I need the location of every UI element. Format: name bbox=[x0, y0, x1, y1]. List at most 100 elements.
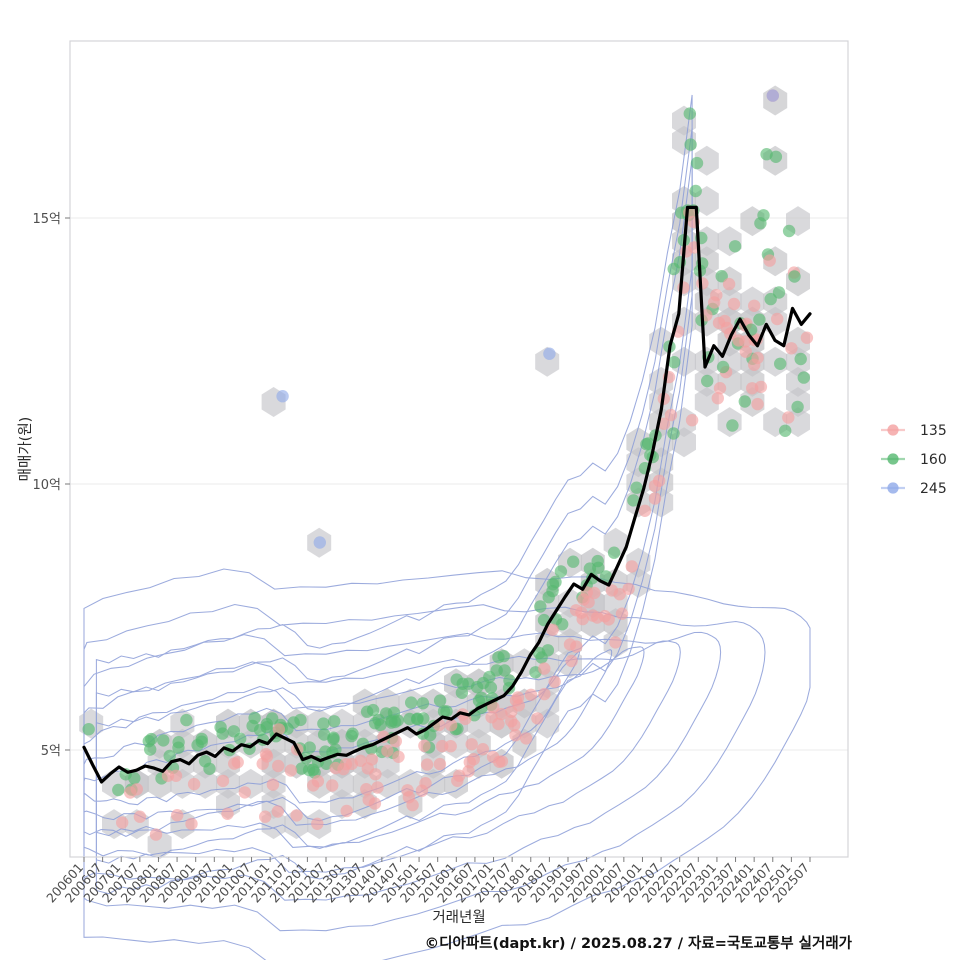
scatter-point-outlier bbox=[732, 334, 745, 347]
scatter-point-135 bbox=[365, 753, 379, 766]
scatter-point-160 bbox=[498, 664, 511, 677]
scatter-point-160 bbox=[433, 694, 447, 707]
scatter-point-135 bbox=[272, 759, 285, 773]
scatter-point-160 bbox=[227, 725, 240, 738]
scatter-point-135 bbox=[563, 638, 577, 651]
scatter-point-135 bbox=[609, 636, 622, 649]
median-trend-line bbox=[82, 205, 812, 784]
scatter-point-135 bbox=[465, 738, 478, 751]
scatter-point-135 bbox=[326, 779, 339, 792]
scatter-point-135 bbox=[531, 712, 544, 725]
scatter-point-outlier bbox=[738, 395, 751, 408]
scatter-point-135 bbox=[485, 711, 498, 724]
scatter-point-135 bbox=[696, 277, 709, 290]
scatter-point-outlier bbox=[763, 254, 776, 267]
legend[interactable]: 135 160 245 bbox=[881, 423, 947, 497]
scatter-point-135 bbox=[381, 744, 394, 758]
scatter-point-160 bbox=[82, 723, 95, 736]
scatter-point-160 bbox=[253, 723, 267, 737]
scatter-point-135 bbox=[216, 774, 230, 788]
scatter-point-135 bbox=[495, 755, 509, 768]
plot-panel-border bbox=[69, 40, 849, 858]
scatter-point-135 bbox=[520, 732, 533, 745]
scatter-point-135 bbox=[453, 769, 466, 782]
scatter-point-160 bbox=[484, 681, 498, 694]
scatter-point-245 bbox=[276, 390, 289, 403]
x-axis: 2006012006072007012007072008012008072009… bbox=[43, 857, 812, 905]
legend-item-245[interactable]: 245 bbox=[881, 481, 947, 497]
scatter-point-135 bbox=[272, 723, 286, 736]
scatter-point-135 bbox=[680, 245, 693, 258]
scatter-point-135 bbox=[433, 757, 447, 771]
scatter-point-135 bbox=[256, 757, 269, 770]
scatter-point-135 bbox=[524, 688, 538, 701]
scatter-point-135 bbox=[754, 380, 768, 394]
hexbin-cell bbox=[193, 768, 218, 799]
scatter-point-160 bbox=[163, 749, 176, 763]
scatter-point-135 bbox=[133, 810, 147, 823]
scatter-point-135 bbox=[657, 417, 671, 430]
scatter-point-outlier bbox=[757, 209, 770, 222]
scatter-point-135 bbox=[751, 351, 764, 365]
scatter-point-160 bbox=[157, 734, 170, 747]
scatter-point-160 bbox=[667, 427, 680, 440]
scatter-point-135 bbox=[722, 277, 736, 291]
scatter-point-160 bbox=[567, 555, 580, 568]
scatter-point-160 bbox=[546, 578, 560, 591]
hexbin-cell bbox=[102, 809, 126, 840]
scatter-point-135 bbox=[228, 757, 241, 770]
scatter-point-outlier bbox=[772, 286, 786, 299]
scatter-point-160 bbox=[753, 313, 766, 326]
scatter-point-160 bbox=[374, 718, 387, 732]
scatter-point-160 bbox=[172, 736, 185, 749]
scatter-point-160 bbox=[329, 743, 342, 756]
scatter-point-160 bbox=[641, 437, 655, 450]
scatter-point-135 bbox=[508, 718, 521, 732]
legend-item-135[interactable]: 135 bbox=[881, 423, 947, 439]
scatter-point-160 bbox=[112, 783, 125, 797]
scatter-point-135 bbox=[476, 743, 490, 756]
scatter-point-160 bbox=[607, 546, 621, 559]
scatter-point-135 bbox=[284, 764, 298, 777]
scatter-point-135 bbox=[171, 809, 184, 822]
scatter-point-135 bbox=[751, 397, 764, 411]
scatter-point-135 bbox=[221, 807, 234, 820]
y-tick-label: 5억 bbox=[41, 744, 61, 759]
scatter-point-135 bbox=[392, 750, 405, 763]
scatter-point-135 bbox=[187, 777, 201, 791]
scatter-point-135 bbox=[462, 765, 475, 778]
density-contour bbox=[95, 94, 693, 895]
legend-item-160[interactable]: 160 bbox=[881, 452, 947, 468]
scatter-point-135 bbox=[546, 623, 559, 636]
scatter-point-160 bbox=[764, 292, 777, 306]
scatter-point-outlier bbox=[726, 419, 739, 432]
scatter-point-135 bbox=[271, 805, 284, 818]
scatter-point-160 bbox=[774, 357, 787, 370]
scatter-point-outlier bbox=[779, 424, 792, 437]
scatter-point-135 bbox=[444, 740, 457, 753]
scatter-point-135 bbox=[613, 588, 626, 601]
scatter-point-160 bbox=[180, 713, 193, 727]
scatter-point-160 bbox=[684, 138, 697, 151]
chart-caption: ©디아파트(dapt.kr) / 2025.08.27 / 자료=국토교통부 실… bbox=[425, 935, 853, 952]
scatter-point-135 bbox=[266, 778, 280, 791]
scatter-point-135 bbox=[653, 474, 666, 487]
scatter-point-160 bbox=[203, 762, 216, 775]
y-axis: 5억 10억 15억 bbox=[32, 212, 70, 759]
scatter-point-outlier bbox=[782, 411, 795, 424]
legend-key-dot bbox=[887, 453, 899, 465]
scatter-point-135 bbox=[238, 786, 251, 799]
scatter-point-160 bbox=[294, 713, 307, 727]
scatter-point-135 bbox=[401, 784, 414, 797]
scatter-point-160 bbox=[440, 705, 453, 718]
scatter-point-135 bbox=[727, 297, 741, 311]
scatter-point-160 bbox=[782, 224, 796, 238]
scatter-point-160 bbox=[583, 562, 597, 575]
scatter-point-outlier bbox=[748, 299, 761, 312]
scatter-points-layer bbox=[82, 89, 814, 841]
scatter-point-160 bbox=[144, 743, 157, 756]
scatter-point-outlier bbox=[794, 352, 807, 366]
scatter-point-outlier bbox=[791, 400, 804, 414]
